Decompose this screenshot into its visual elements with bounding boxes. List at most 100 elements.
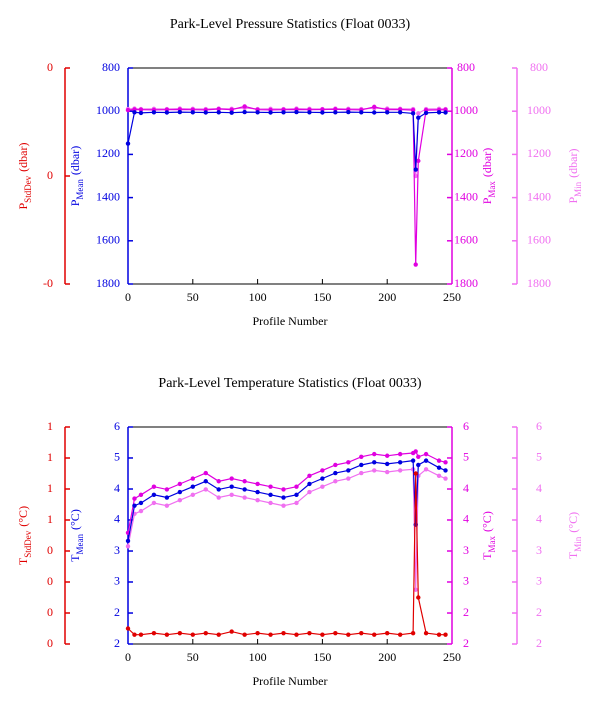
series-point [385,110,390,115]
series-point [307,473,312,479]
series-line [127,450,446,533]
series-point [385,630,390,636]
y-tick-label: 5 [463,450,469,464]
series-point [268,110,273,115]
y-axis-label: PMean (dbar) [68,146,85,207]
series-point [385,453,390,458]
y-tick-label: 1400 [454,189,478,203]
y-tick-label: 1600 [454,233,478,247]
y-tick-label: 5 [536,450,542,464]
series-point [190,110,195,115]
y-tick-label: 1 [47,512,53,526]
series-point [333,462,338,468]
series-point [443,110,448,115]
series-point [125,141,131,146]
series-point [423,458,429,463]
series-point [242,479,247,484]
series-point [410,458,416,463]
series-point [281,495,286,500]
series-line [127,105,446,265]
x-tick-label: 0 [125,650,131,664]
label-unit: (°C) [68,509,82,530]
series-point [242,495,247,500]
series-line [127,107,446,177]
x-axis-label: Profile Number [253,314,328,328]
series-point [333,630,338,636]
label-unit: (dbar) [566,148,580,177]
y-tick-label: 1400 [96,189,120,203]
series-point [151,500,157,506]
series-point [138,110,144,116]
x-tick-label: 150 [313,650,331,664]
series-point [242,104,247,109]
series-point [281,503,286,508]
y-tick-label: 2 [114,605,120,619]
chart-title: Park-Level Pressure Statistics (Float 00… [170,17,411,32]
series-point [443,460,448,465]
series-point [413,262,418,267]
series-point [436,473,442,479]
series-point [320,632,325,637]
series-point [413,587,418,592]
y-tick-label: 1 [47,481,53,495]
series-point [255,110,260,115]
y-tick-label: 3 [463,574,469,588]
y-tick-label: 5 [114,450,120,464]
series-point [125,626,131,631]
x-tick-label: 250 [443,290,461,304]
series-point [281,110,286,115]
label-unit: (dbar) [480,148,494,177]
series-point [320,110,325,115]
series-point [229,629,234,634]
y-tick-label: 4 [114,512,120,526]
series-point [333,479,338,484]
y-tick-label: 6 [114,419,120,433]
label-unit: (°C) [480,511,494,532]
y-tick-label: 6 [463,419,469,433]
series-point [346,468,351,473]
series-point [138,632,144,637]
y-tick-label: 800 [530,60,548,74]
y-tick-label: 1200 [454,146,478,160]
series-point [320,476,325,481]
series-point [164,487,170,492]
y-tick-label: 0 [47,574,53,588]
series-point [203,487,208,492]
series-point [372,451,377,457]
series-point [423,110,429,116]
series-point [443,632,448,637]
series-point [151,492,157,498]
series-point [151,110,157,115]
series-point [203,630,208,636]
y-tick-label: 3 [536,574,542,588]
series-line [127,468,446,590]
series-point [190,484,195,489]
label-sub: Min [573,181,583,197]
x-tick-label: 250 [443,650,461,664]
chart-title: Park-Level Temperature Statistics (Float… [158,376,421,391]
series-point [242,487,247,492]
y-tick-label: 1 [47,419,53,433]
series-point [307,110,312,115]
y-tick-label: 1000 [96,103,120,117]
series-point [294,500,299,506]
series-point [410,630,416,636]
y-tick-label: 3 [114,543,120,557]
series-point [307,489,312,495]
series-point [242,632,247,637]
series-point [229,484,234,489]
y-tick-label: 2 [463,605,469,619]
series-point [132,503,137,508]
series-line [127,111,446,170]
y-tick-label: 3 [536,543,542,557]
series-point [255,630,260,636]
series-point [443,476,448,481]
y-axis-label: TStdDev (°C) [16,506,33,565]
series-point [333,107,338,112]
y-tick-label: 800 [102,60,120,74]
y-tick-label: 4 [463,481,469,495]
label-sub: Max [487,535,497,552]
series-point [177,630,183,636]
y-tick-label: 1800 [96,276,120,290]
series-point [190,632,195,637]
